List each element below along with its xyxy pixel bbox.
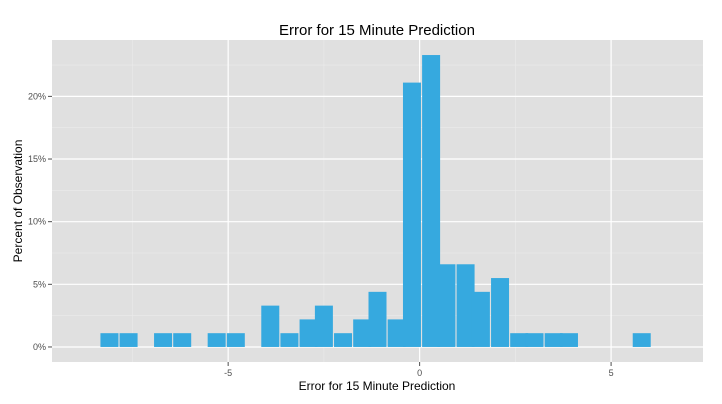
y-tick-label: 15% bbox=[28, 154, 46, 164]
histogram-bar bbox=[559, 333, 578, 347]
x-tick-label: 5 bbox=[609, 368, 614, 378]
histogram-bar bbox=[368, 291, 387, 347]
histogram-bar bbox=[491, 278, 510, 347]
histogram-bar bbox=[387, 319, 406, 347]
histogram-bar bbox=[632, 333, 651, 347]
y-tick-label: 0% bbox=[33, 342, 46, 352]
histogram-bars bbox=[100, 55, 651, 347]
y-tick-label: 20% bbox=[28, 91, 46, 101]
x-tick-label: 0 bbox=[417, 368, 422, 378]
histogram-bar bbox=[154, 333, 173, 347]
x-axis-title: Error for 15 Minute Prediction bbox=[299, 379, 456, 393]
y-axis-title: Percent of Observation bbox=[11, 140, 25, 263]
x-tick-label: -5 bbox=[224, 368, 232, 378]
histogram-bar bbox=[525, 333, 544, 347]
histogram-bar bbox=[422, 55, 441, 347]
histogram-bar bbox=[280, 333, 299, 347]
histogram-bar bbox=[299, 319, 318, 347]
histogram-bar bbox=[100, 333, 119, 347]
y-tick-label: 10% bbox=[28, 217, 46, 227]
histogram-bar bbox=[544, 333, 563, 347]
histogram-bar bbox=[207, 333, 226, 347]
histogram-bar bbox=[510, 333, 529, 347]
histogram-bar bbox=[173, 333, 192, 347]
histogram-bar bbox=[456, 264, 475, 347]
histogram-bar bbox=[119, 333, 138, 347]
chart-title: Error for 15 Minute Prediction bbox=[279, 22, 475, 39]
y-tick-label: 5% bbox=[33, 279, 46, 289]
histogram-bar bbox=[334, 333, 353, 347]
histogram-bar bbox=[402, 82, 421, 347]
y-axis-ticks: 0% 5% 10% 15% 20% bbox=[28, 91, 52, 352]
histogram-bar bbox=[353, 319, 372, 347]
histogram-bar bbox=[437, 264, 456, 347]
histogram-bar bbox=[314, 305, 333, 347]
histogram-bar bbox=[471, 291, 490, 347]
histogram-bar bbox=[261, 305, 280, 347]
x-axis-ticks: -5 0 5 bbox=[224, 362, 614, 378]
histogram-bar bbox=[226, 333, 245, 347]
